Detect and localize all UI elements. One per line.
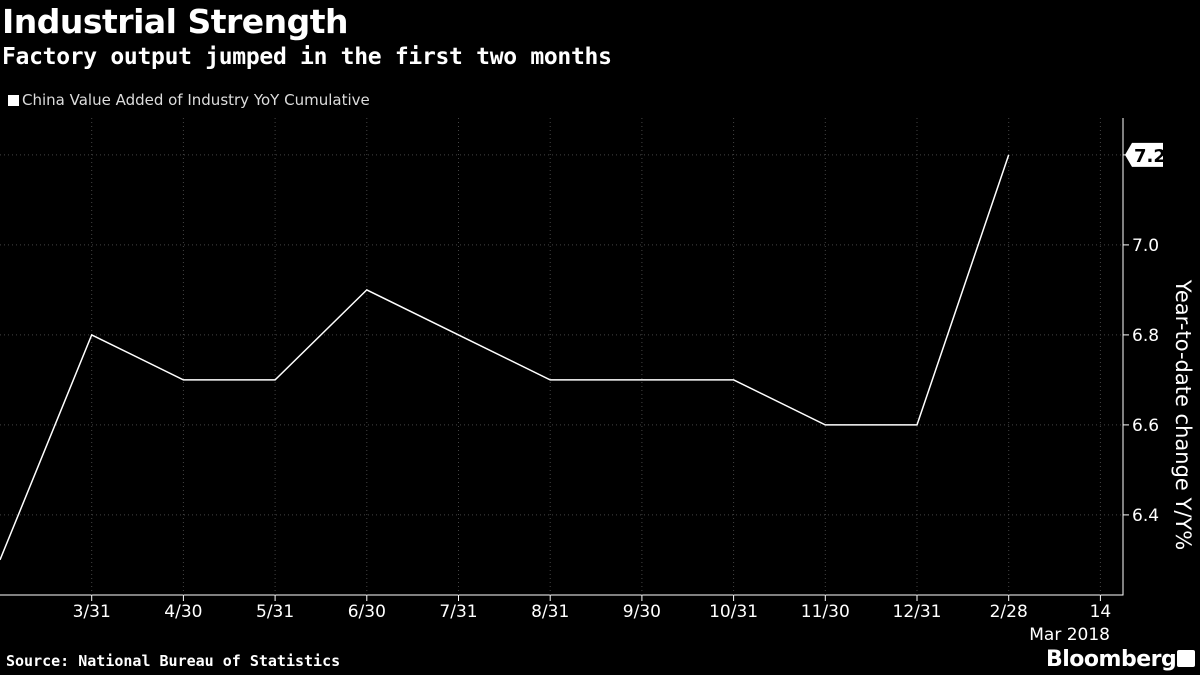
y-tick-label: 6.6 <box>1132 416 1159 436</box>
y-tick-label: 7.0 <box>1132 236 1159 256</box>
chart-title: Industrial Strength <box>2 2 349 41</box>
x-tick-label: 6/30 <box>348 602 386 622</box>
x-tick-label: 5/31 <box>256 602 294 622</box>
x-tick-label: 9/30 <box>623 602 661 622</box>
x-tick-label: 12/31 <box>893 602 942 622</box>
x-tick-label: 4/30 <box>164 602 202 622</box>
x-tick-label: 3/31 <box>73 602 111 622</box>
x-tick-label: 11/30 <box>801 602 850 622</box>
x-tick-label: 10/31 <box>709 602 758 622</box>
y-tick-label: 6.8 <box>1132 326 1159 346</box>
bloomberg-logo: Bloomberg <box>1046 647 1177 672</box>
chart-subtitle: Factory output jumped in the first two m… <box>2 44 612 70</box>
x-tick-label: 8/31 <box>531 602 569 622</box>
legend: China Value Added of Industry YoY Cumula… <box>8 91 370 109</box>
legend-label: China Value Added of Industry YoY Cumula… <box>22 91 370 109</box>
x-tick-label: 7/31 <box>439 602 477 622</box>
last-value-badge <box>1125 142 1163 167</box>
source-note: Source: National Bureau of Statistics <box>6 652 341 670</box>
x-tick-label: 2/28 <box>990 602 1028 622</box>
x-axis-secondary-label: Mar 2018 <box>1029 625 1110 645</box>
last-value-label: 7.2 <box>1134 146 1166 167</box>
legend-swatch <box>8 94 19 106</box>
plot-frame <box>0 118 1124 596</box>
y-tick-label: 6.4 <box>1132 506 1159 526</box>
x-tick-label: 14 <box>1090 602 1112 622</box>
series-line <box>0 154 1010 561</box>
y-axis-label: Year-to-date change Y/Y% <box>1171 279 1195 550</box>
bloomberg-chart-icon <box>1177 650 1195 667</box>
